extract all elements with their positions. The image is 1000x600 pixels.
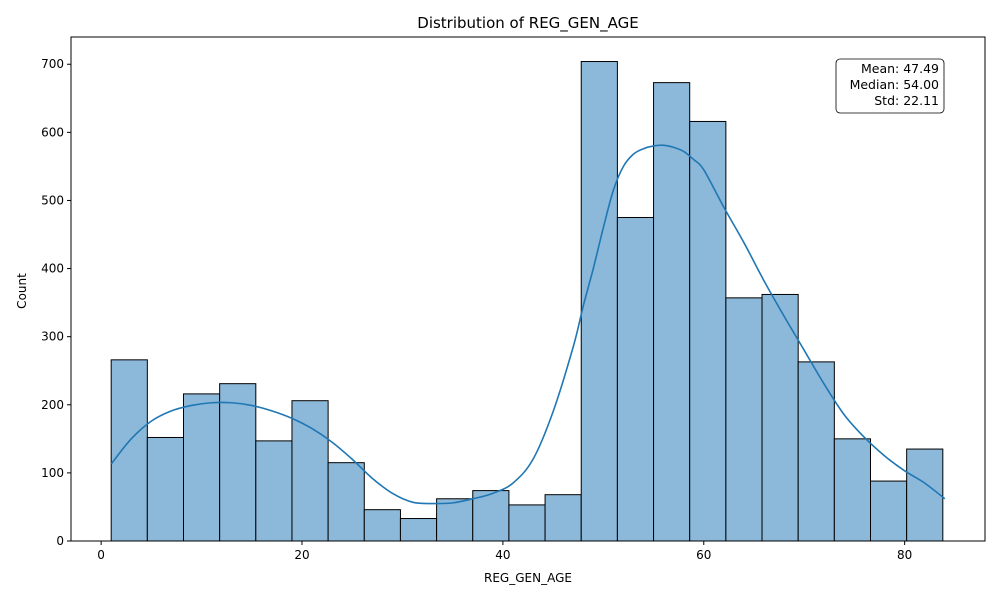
histogram-bar-10 (472, 490, 510, 542)
histogram-bar-14 (616, 216, 655, 542)
chart-title: Distribution of REG_GEN_AGE (417, 14, 638, 33)
y-axis-label: Count (15, 273, 29, 309)
stats-box: Mean: 47.49 Median: 54.00 Std: 22.11 (835, 58, 945, 114)
x-tick-label: 60 (696, 548, 711, 562)
x-tick-label: 20 (294, 548, 309, 562)
y-tick-label: 0 (56, 534, 64, 548)
y-tick-label: 200 (41, 398, 64, 412)
histogram-bar-19 (797, 361, 835, 542)
stats-box-frame (835, 58, 945, 114)
histogram-bar-5 (291, 400, 329, 542)
histogram-bar-21 (869, 480, 908, 542)
y-tick-label: 700 (41, 57, 64, 71)
plot-frame (70, 36, 986, 542)
histogram-bar-17 (725, 297, 763, 542)
x-tick-label: 0 (97, 548, 105, 562)
histogram-bar-18 (761, 293, 799, 542)
y-tick-label: 400 (41, 262, 64, 276)
x-tick-label: 40 (495, 548, 510, 562)
x-tick-label: 80 (897, 548, 912, 562)
stats-median: Median: 54.00 (850, 77, 939, 92)
histogram-bar-13 (580, 61, 618, 542)
y-tick-label: 100 (41, 466, 64, 480)
y-tick-label: 300 (41, 330, 64, 344)
axes-group: 0 20 40 60 80 0 100 200 300 400 500 600 700 (41, 36, 986, 562)
histogram-bar-1 (146, 436, 184, 542)
histogram-bar-15 (653, 82, 691, 542)
histogram-bar-20 (833, 438, 871, 542)
histogram-bar-6 (327, 462, 365, 542)
kde-curve (110, 144, 946, 505)
histogram-bar-3 (219, 383, 257, 542)
histogram-bar-2 (182, 393, 221, 542)
histogram-bar-8 (399, 518, 438, 542)
histogram-bar-11 (508, 504, 546, 542)
histogram-bar-16 (689, 120, 727, 542)
stats-std: Std: 22.11 (874, 93, 939, 108)
histogram-bar-4 (255, 440, 293, 542)
bars-group (110, 61, 944, 542)
histogram-bar-0 (110, 359, 148, 542)
y-tick-label: 600 (41, 125, 64, 139)
histogram-bar-9 (436, 498, 474, 542)
stats-mean: Mean: 47.49 (861, 61, 939, 76)
histogram-bar-12 (544, 494, 582, 542)
y-tick-label: 500 (41, 193, 64, 207)
histogram-bar-7 (363, 509, 401, 542)
x-axis-label: REG_GEN_AGE (484, 571, 572, 585)
histogram-bar-22 (906, 448, 944, 542)
